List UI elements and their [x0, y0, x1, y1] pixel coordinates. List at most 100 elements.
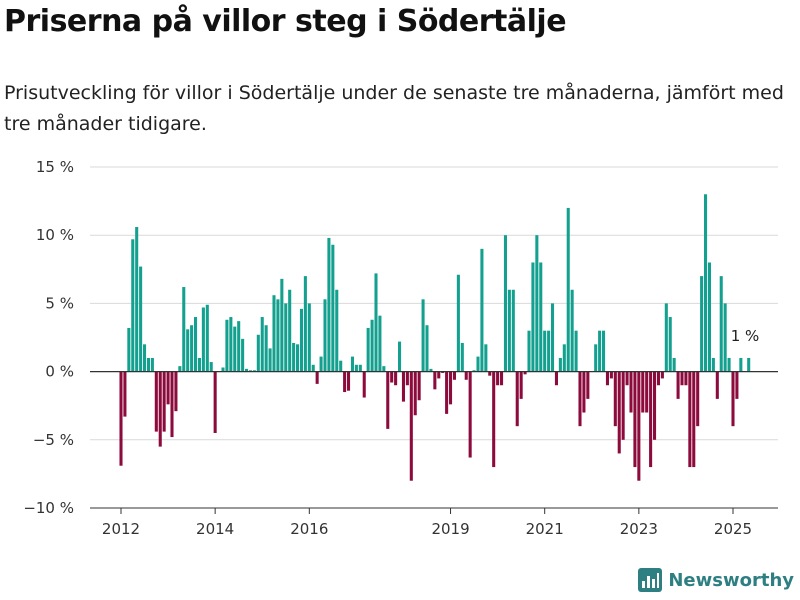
- bar: [245, 368, 249, 372]
- bar: [574, 330, 578, 372]
- bar: [264, 325, 268, 372]
- bar: [358, 364, 362, 372]
- bar: [398, 341, 402, 372]
- x-tick-label: 2016: [290, 520, 328, 538]
- bar: [405, 371, 409, 386]
- bar: [488, 371, 492, 376]
- last-value-label: 1 %: [731, 327, 760, 345]
- x-tick-label: 2012: [102, 520, 140, 538]
- bar: [704, 194, 708, 372]
- bar: [739, 357, 743, 372]
- bar: [672, 357, 676, 372]
- bar: [201, 307, 205, 372]
- bar: [248, 370, 252, 372]
- chart-subtitle: Prisutveckling för villor i Södertälje u…: [4, 82, 784, 135]
- bar: [566, 207, 570, 372]
- bar: [688, 371, 692, 468]
- y-tick-label: 5 %: [45, 294, 74, 312]
- bar: [598, 330, 602, 372]
- bar: [562, 344, 566, 372]
- bar: [641, 371, 645, 413]
- bar: [707, 262, 711, 372]
- bar: [429, 368, 433, 372]
- bar: [409, 371, 413, 481]
- chart-title: Priserna på villor steg i Södertälje: [4, 4, 567, 39]
- bar: [233, 326, 237, 372]
- bar: [531, 262, 535, 372]
- bar: [519, 371, 523, 399]
- bar: [551, 303, 555, 372]
- bar: [656, 371, 660, 386]
- bar: [700, 276, 704, 372]
- bar: [425, 325, 429, 372]
- bar: [182, 287, 186, 372]
- bar: [323, 299, 327, 372]
- bar: [190, 325, 194, 372]
- bar: [543, 330, 547, 372]
- bar: [260, 317, 264, 372]
- bar: [637, 371, 641, 481]
- bar: [135, 227, 139, 372]
- bar: [162, 371, 166, 432]
- y-tick-label: −5 %: [33, 431, 74, 449]
- bar: [339, 360, 343, 372]
- bar: [354, 364, 358, 372]
- bar: [480, 248, 484, 372]
- bar: [382, 366, 386, 372]
- bar: [146, 357, 150, 372]
- y-tick-label: 15 %: [36, 158, 74, 176]
- bar: [633, 371, 637, 468]
- bar: [586, 371, 590, 399]
- bar: [523, 371, 527, 375]
- bar: [676, 371, 680, 399]
- bar: [347, 371, 351, 391]
- bar: [280, 278, 284, 372]
- bar: [696, 371, 700, 427]
- bar: [197, 357, 201, 372]
- bar: [225, 319, 229, 372]
- bar: [649, 371, 653, 468]
- bar: [539, 262, 543, 372]
- brand-name: Newsworthy: [668, 569, 794, 591]
- bar: [362, 371, 366, 398]
- bar: [719, 276, 723, 372]
- bar: [747, 357, 751, 372]
- bar: [653, 371, 657, 440]
- bar: [154, 371, 158, 432]
- bar: [578, 371, 582, 427]
- bar: [476, 356, 480, 372]
- bar: [378, 315, 382, 372]
- bar: [307, 303, 311, 372]
- bar: [496, 371, 500, 386]
- bar: [535, 235, 539, 372]
- bar: [374, 273, 378, 372]
- bar: [386, 371, 390, 429]
- bar: [460, 342, 464, 372]
- bar: [170, 371, 174, 438]
- bar: [119, 371, 123, 466]
- bar: [437, 371, 441, 379]
- bar: [315, 371, 319, 384]
- bar: [394, 371, 398, 386]
- bars: [119, 194, 751, 481]
- bar: [276, 299, 280, 372]
- bar: [296, 344, 300, 372]
- bar: [421, 299, 425, 372]
- bar: [609, 371, 613, 379]
- bar: [327, 237, 331, 372]
- bar: [445, 371, 449, 414]
- bar: [715, 371, 719, 399]
- bar: [433, 371, 437, 390]
- bar: [645, 371, 649, 413]
- bar: [511, 289, 515, 372]
- bar: [613, 371, 617, 427]
- bar: [299, 308, 303, 372]
- y-tick-label: −10 %: [23, 499, 74, 517]
- bar: [331, 244, 335, 372]
- bar: [256, 334, 260, 372]
- bar: [194, 317, 198, 372]
- bar: [629, 371, 633, 413]
- bar: [660, 371, 664, 379]
- bar: [503, 235, 507, 372]
- bar: [507, 289, 511, 372]
